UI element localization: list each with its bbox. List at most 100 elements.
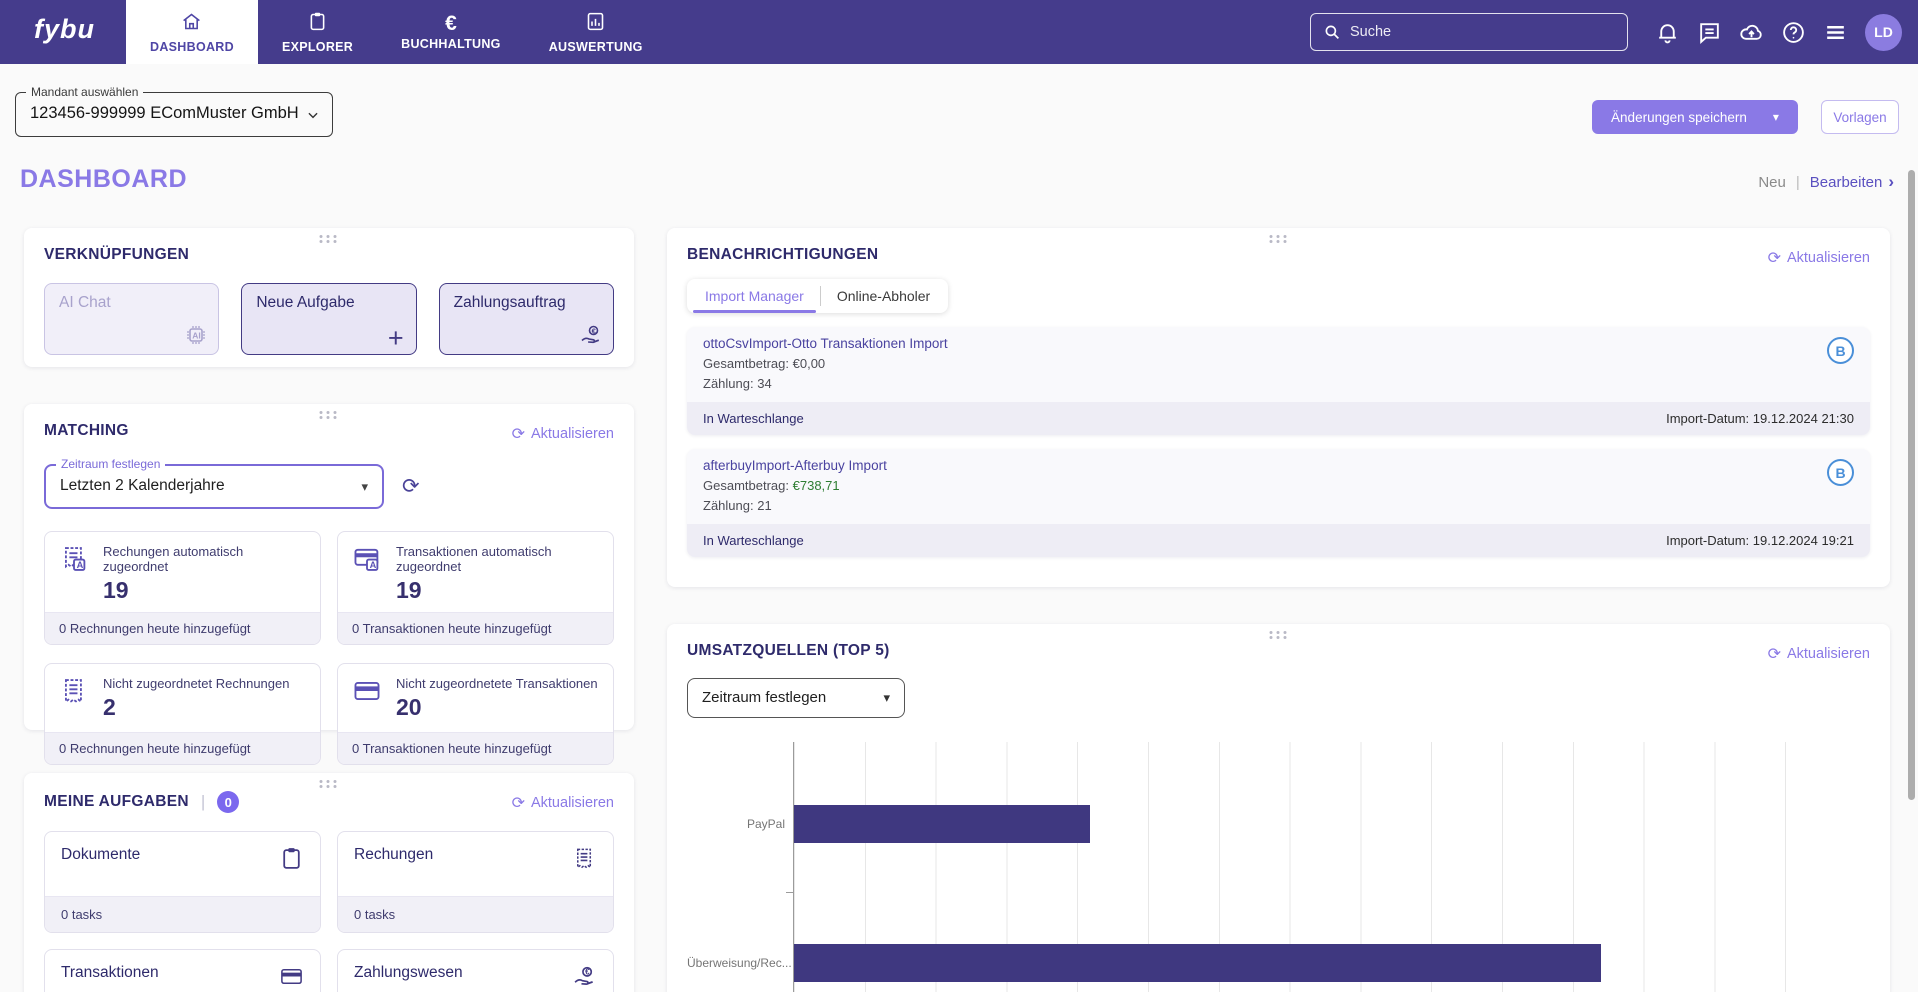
divider: | (1795, 173, 1800, 191)
notification-item[interactable]: afterbuyImport-Afterbuy Import Gesamtbet… (687, 449, 1870, 557)
notification-count: Zählung: 21 (703, 498, 772, 513)
import-date: Import-Datum: 19.12.2024 21:30 (1666, 411, 1854, 426)
task-label: Transaktionen (61, 964, 159, 981)
client-select[interactable]: Mandant auswählen 123456-999999 EComMust… (15, 85, 333, 137)
tab-dashboard[interactable]: DASHBOARD (126, 0, 258, 64)
drag-handle-icon[interactable] (319, 780, 339, 788)
task-grid: Dokumente 0 tasks Rechungen 0 tasks Tran… (44, 831, 614, 992)
menu-icon[interactable] (1823, 20, 1848, 45)
payment-order-tile[interactable]: Zahlungsauftrag € (438, 283, 614, 355)
card-umsatzquellen: UMSATZQUELLEN (TOP 5) ⟳ Aktualisieren Ze… (667, 624, 1890, 992)
amount-value: €0,00 (792, 356, 826, 371)
cloud-upload-icon[interactable] (1739, 20, 1764, 45)
help-icon[interactable] (1781, 20, 1806, 45)
card-verknuepfungen: VERKNÜPFUNGEN AI Chat AI Neue Aufgabe + … (24, 228, 634, 367)
messages-icon[interactable] (1697, 20, 1722, 45)
app-logo[interactable]: fybu (34, 14, 95, 44)
bar-paypal[interactable] (794, 805, 1091, 843)
templates-button[interactable]: Vorlagen (1821, 100, 1899, 134)
axis-tick (786, 892, 794, 893)
task-tile-dokumente[interactable]: Dokumente 0 tasks (44, 831, 321, 933)
source-badge: B (1827, 459, 1854, 486)
stat-footer: 0 Rechnungen heute hinzugefügt (45, 732, 320, 764)
global-search[interactable] (1310, 13, 1628, 51)
tab-label: BUCHHALTUNG (401, 37, 501, 51)
svg-text:€: € (585, 968, 590, 977)
tab-explorer[interactable]: EXPLORER (258, 0, 377, 64)
y-axis-label: Überweisung/Rec... (687, 956, 792, 970)
ai-chip-icon: AI (184, 323, 208, 347)
drag-handle-icon[interactable] (319, 411, 339, 419)
refresh-label: Aktualisieren (530, 795, 614, 811)
stat-unmatched-transactions[interactable]: Nicht zugeordnetete Transaktionen 20 0 T… (337, 663, 614, 765)
card-matching: MATCHING ⟳ Aktualisieren Zeitraum festle… (24, 404, 634, 765)
status-badge: In Warteschlange (703, 411, 804, 426)
notification-amount: Gesamtbetrag: €738,71 (703, 478, 840, 493)
card-meine-aufgaben: MEINE AUFGABEN | 0 ⟳ Aktualisieren Dokum… (24, 773, 634, 992)
stat-invoices-auto-matched[interactable]: A Rechungen automatisch zugeordnet 19 0 … (44, 531, 321, 645)
tab-buchhaltung[interactable]: € BUCHHALTUNG (377, 0, 525, 64)
card-title: VERKNÜPFUNGEN (44, 246, 190, 263)
import-date: Import-Datum: 19.12.2024 19:21 (1666, 533, 1854, 548)
tab-auswertung[interactable]: AUSWERTUNG (525, 0, 667, 64)
tab-online-abholer[interactable]: Online-Abholer (836, 288, 931, 304)
search-input[interactable] (1350, 24, 1615, 40)
task-tile-transaktionen[interactable]: Transaktionen (44, 949, 321, 992)
user-avatar[interactable]: LD (1865, 13, 1902, 51)
refresh-label: Aktualisieren (1786, 646, 1870, 662)
new-task-tile[interactable]: Neue Aufgabe + (241, 283, 417, 355)
right-column: BENACHRICHTIGUNGEN ⟳ Aktualisieren Impor… (667, 228, 1890, 992)
period-refresh-icon[interactable]: ⟳ (402, 475, 420, 498)
main-nav-tabs: DASHBOARD EXPLORER € BUCHHALTUNG AUSWERT… (126, 0, 667, 64)
tab-import-manager[interactable]: Import Manager (689, 279, 820, 313)
refresh-label: Aktualisieren (530, 426, 614, 442)
edit-link[interactable]: Bearbeiten › (1810, 172, 1894, 192)
card-benachrichtigungen: BENACHRICHTIGUNGEN ⟳ Aktualisieren Impor… (667, 228, 1890, 587)
stat-label: Rechungen automatisch zugeordnet (103, 544, 244, 574)
notification-item[interactable]: ottoCsvImport-Otto Transaktionen Import … (687, 327, 1870, 435)
notifications-bell-icon[interactable] (1655, 20, 1680, 45)
tasks-count-badge: 0 (217, 791, 240, 813)
refresh-icon: ⟳ (511, 795, 525, 812)
revenue-period-select[interactable]: Zeitraum festlegen ▾ (687, 678, 905, 718)
stat-value: 19 (103, 577, 129, 603)
count-value: 34 (757, 376, 772, 391)
task-footer: 0 tasks (338, 896, 613, 932)
client-select-label: Mandant auswählen (26, 85, 144, 99)
divider (819, 286, 821, 306)
stat-transactions-auto-matched[interactable]: A Transaktionen automatisch zugeordnet 1… (337, 531, 614, 645)
drag-handle-icon[interactable] (1269, 235, 1288, 243)
revenue-period-value: Zeitraum festlegen (702, 689, 827, 706)
top-navbar: fybu DASHBOARD EXPLORER € BUCHHALTUNG AU… (0, 0, 1918, 64)
bar-ueberweisung[interactable] (794, 944, 1601, 982)
svg-text:AI: AI (193, 331, 202, 341)
refresh-link[interactable]: ⟳ Aktualisieren (512, 424, 614, 444)
euro-icon: € (445, 12, 457, 35)
vertical-scrollbar[interactable] (1908, 170, 1915, 800)
revenue-bar-chart: PayPal Überweisung/Rec... (687, 742, 1870, 992)
caret-down-icon: ▾ (361, 479, 368, 494)
period-select[interactable]: Zeitraum festlegen Letzten 2 Kalenderjah… (44, 457, 384, 509)
home-icon (181, 11, 202, 37)
stat-unmatched-invoices[interactable]: Nicht zugeordnetet Rechnungen 2 0 Rechnu… (44, 663, 321, 765)
client-select-value: 123456-999999 EComMuster GmbH (30, 104, 299, 122)
caret-down-icon: ▾ (883, 690, 890, 705)
matching-stats-grid: A Rechungen automatisch zugeordnet 19 0 … (44, 531, 614, 765)
svg-text:A: A (370, 560, 377, 570)
drag-handle-icon[interactable] (319, 235, 339, 243)
task-label: Dokumente (61, 846, 141, 863)
refresh-link[interactable]: ⟳ Aktualisieren (1768, 248, 1870, 268)
svg-text:€: € (592, 326, 597, 335)
drag-handle-icon[interactable] (1269, 631, 1288, 639)
refresh-link[interactable]: ⟳ Aktualisieren (512, 793, 614, 813)
refresh-link[interactable]: ⟳ Aktualisieren (1768, 644, 1870, 664)
card-title: UMSATZQUELLEN (TOP 5) (687, 642, 890, 659)
stat-label: Transaktionen automatisch zugeordnet (396, 544, 552, 574)
task-tile-rechungen[interactable]: Rechungen 0 tasks (337, 831, 614, 933)
new-link[interactable]: Neu (1758, 173, 1786, 191)
notification-title: ottoCsvImport-Otto Transaktionen Import (703, 336, 948, 351)
task-tile-zahlungswesen[interactable]: Zahlungswesen € (337, 949, 614, 992)
refresh-label: Aktualisieren (1786, 250, 1870, 266)
amount-value: €738,71 (792, 478, 840, 493)
save-changes-button[interactable]: Änderungen speichern ▾ (1592, 100, 1798, 134)
